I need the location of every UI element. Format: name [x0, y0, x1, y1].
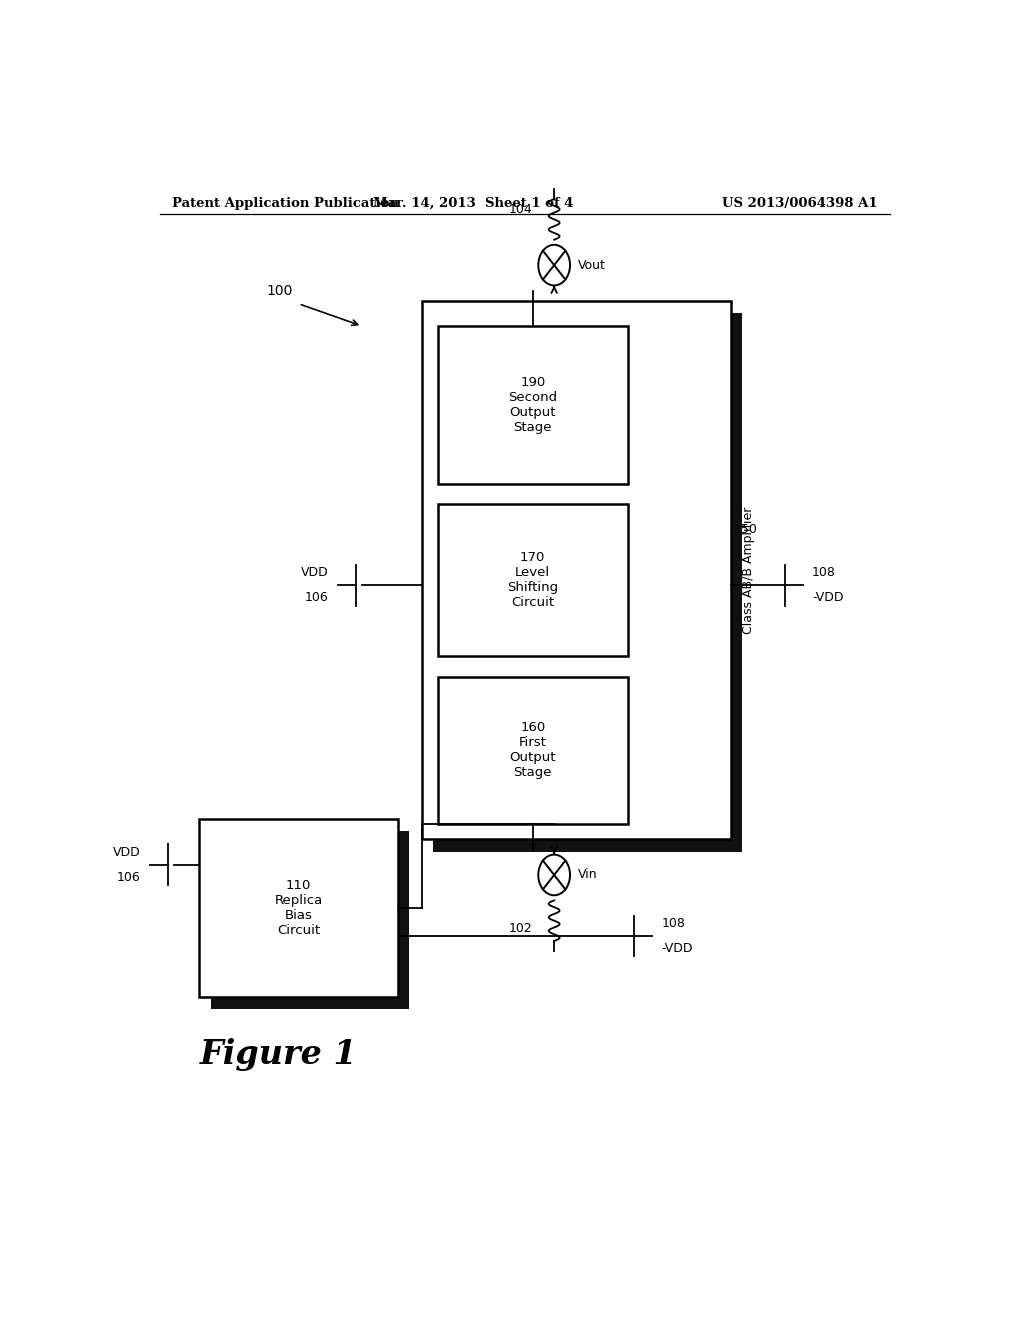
Text: 106: 106 — [117, 871, 140, 884]
Text: Figure 1: Figure 1 — [200, 1038, 357, 1071]
Text: 108: 108 — [812, 566, 836, 579]
Bar — [422, 301, 731, 840]
Text: 102: 102 — [508, 923, 531, 936]
Text: 106: 106 — [305, 591, 329, 605]
Text: -VDD: -VDD — [812, 591, 844, 605]
Text: 110
Replica
Bias
Circuit: 110 Replica Bias Circuit — [274, 879, 323, 937]
Text: Mar. 14, 2013  Sheet 1 of 4: Mar. 14, 2013 Sheet 1 of 4 — [373, 197, 573, 210]
Text: 104: 104 — [508, 203, 531, 215]
Text: 150: 150 — [733, 523, 758, 536]
Polygon shape — [433, 313, 742, 851]
Text: Class AB/B Amplifier: Class AB/B Amplifier — [742, 507, 755, 634]
Bar — [437, 326, 628, 483]
Polygon shape — [211, 832, 409, 1008]
Text: 190
Second
Output
Stage: 190 Second Output Stage — [508, 376, 557, 434]
Text: 108: 108 — [662, 917, 685, 929]
Text: US 2013/0064398 A1: US 2013/0064398 A1 — [722, 197, 878, 210]
Text: 170
Level
Shifting
Circuit: 170 Level Shifting Circuit — [507, 552, 558, 610]
Bar — [437, 677, 628, 824]
Text: Vout: Vout — [578, 259, 606, 272]
Text: VDD: VDD — [301, 566, 329, 579]
Polygon shape — [449, 338, 639, 496]
Text: Patent Application Publication: Patent Application Publication — [172, 197, 398, 210]
Text: Vin: Vin — [578, 869, 598, 882]
Bar — [437, 504, 628, 656]
Bar — [200, 818, 397, 997]
Text: 160
First
Output
Stage: 160 First Output Stage — [510, 722, 556, 779]
Polygon shape — [449, 689, 639, 837]
Polygon shape — [449, 516, 639, 669]
Text: -VDD: -VDD — [662, 942, 693, 956]
Text: VDD: VDD — [113, 846, 140, 859]
Text: 100: 100 — [267, 284, 293, 297]
